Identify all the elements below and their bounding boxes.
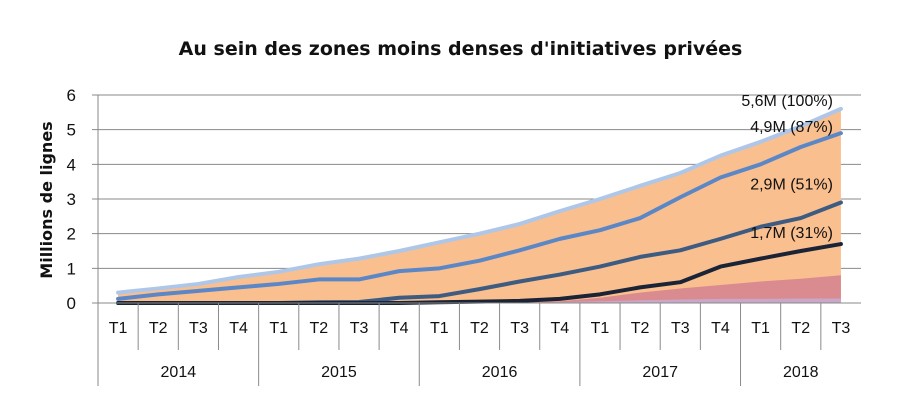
- annotation-label: 5,6M (100%): [741, 93, 833, 110]
- y-tick-label: 3: [67, 190, 76, 209]
- x-year-label: 2018: [783, 364, 819, 381]
- annotation-label: 4,9M (87%): [750, 119, 833, 136]
- x-tick-label: T1: [591, 320, 610, 337]
- x-category-labels: T1 T2 T3 T4 T1 T2 T3 T4 T1 T2 T3 T4 T1 T2 T3 T4 T1 T2 T3: [109, 320, 851, 337]
- x-tick-label: T3: [189, 320, 208, 337]
- x-tick-label: T4: [550, 320, 569, 337]
- x-tick-label: T2: [791, 320, 810, 337]
- area-series-5: [118, 298, 841, 303]
- line-series-0: [116, 106, 843, 295]
- x-tick-label: T4: [229, 320, 248, 337]
- x-year-label: 2017: [642, 364, 678, 381]
- line-series-1: [116, 131, 843, 301]
- x-tick-label: T2: [631, 320, 650, 337]
- x-year-label: 2015: [321, 364, 357, 381]
- x-tick-label: T1: [269, 320, 288, 337]
- x-tick-label: T4: [711, 320, 730, 337]
- y-tick-label: 2: [67, 225, 76, 244]
- annotations: 5,6M (100%) 4,9M (87%) 2,9M (51%) 1,7M (31%…: [741, 93, 833, 242]
- x-tick-label: T3: [832, 320, 851, 337]
- annotation-label: 2,9M (51%): [750, 176, 833, 193]
- chart-title: Au sein des zones moins denses d'initiat…: [178, 38, 743, 60]
- y-tick-label: 0: [67, 294, 76, 313]
- y-tick-label: 4: [67, 155, 76, 174]
- y-tick-label: 1: [67, 259, 76, 278]
- x-tick-label: T3: [510, 320, 529, 337]
- x-tick-label: T3: [671, 320, 690, 337]
- x-tick-label: T2: [149, 320, 168, 337]
- y-tick-label: 6: [67, 86, 76, 105]
- annotation-label: 1,7M (31%): [750, 225, 833, 242]
- x-tick-label: T2: [310, 320, 329, 337]
- x-tick-label: T1: [109, 320, 128, 337]
- x-year-labels: 2014 2015 2016 2017 2018: [161, 364, 819, 381]
- area-series-0: [118, 108, 841, 303]
- area-fills: [118, 108, 841, 303]
- x-year-label: 2016: [482, 364, 518, 381]
- x-tick-label: T1: [430, 320, 449, 337]
- x-tick-label: T3: [350, 320, 369, 337]
- y-tick-label: 5: [67, 121, 76, 140]
- area-series-4: [118, 275, 841, 303]
- x-tick-label: T4: [390, 320, 409, 337]
- x-tick-label: T2: [470, 320, 489, 337]
- x-tick-label: T1: [751, 320, 770, 337]
- y-axis-title: Millions de lignes: [37, 121, 56, 278]
- axes: [97, 95, 861, 386]
- x-year-label: 2014: [161, 364, 197, 381]
- y-tick-labels: 0 1 2 3 4 5 6: [67, 86, 76, 313]
